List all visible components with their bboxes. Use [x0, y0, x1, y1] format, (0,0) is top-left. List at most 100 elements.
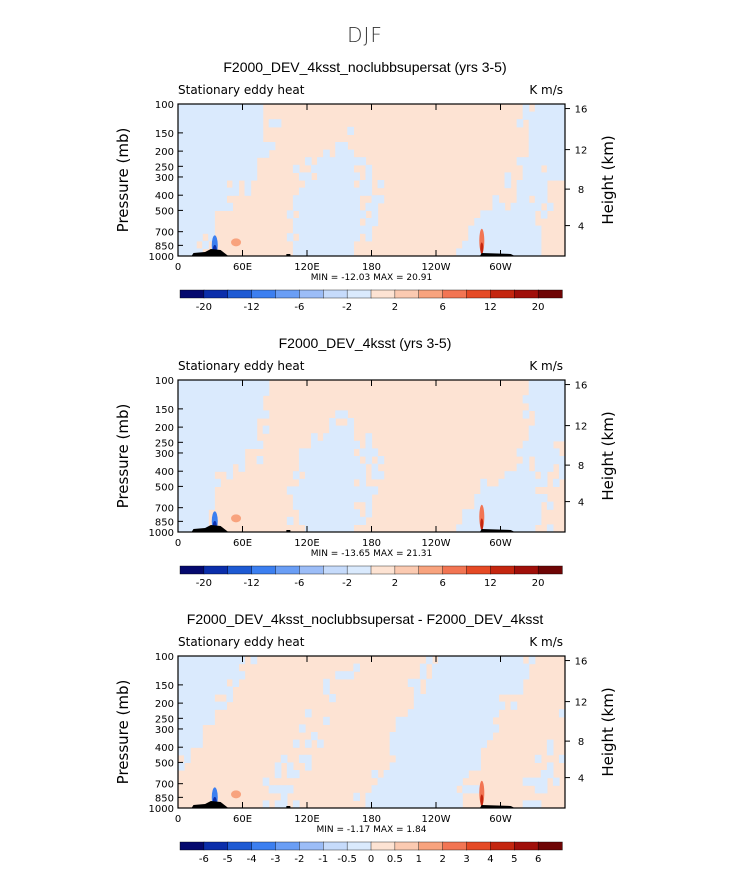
contour-cell — [202, 448, 209, 457]
contour-cell — [214, 387, 221, 396]
contour-cell — [552, 157, 560, 166]
contour-cell — [335, 149, 342, 158]
contour-cell — [534, 180, 542, 189]
contour-cell — [558, 134, 565, 143]
terrain-americas — [479, 253, 515, 256]
contour-cell — [220, 119, 227, 128]
contour-cell — [438, 671, 445, 680]
contour-cell — [498, 501, 506, 510]
contour-cell — [516, 478, 524, 487]
contour-cell — [456, 686, 463, 695]
contour-cell — [419, 762, 427, 771]
contour-cell — [528, 248, 536, 256]
contour-cell — [202, 686, 209, 695]
contour-cell — [462, 678, 469, 687]
contour-cell — [238, 418, 246, 427]
contour-cell — [196, 486, 203, 495]
contour-cell — [178, 709, 185, 718]
contour-cell — [298, 448, 306, 457]
contour-cell — [304, 509, 312, 518]
contour-cell — [444, 747, 451, 756]
contour-cell — [425, 770, 433, 779]
contour-cell — [389, 770, 397, 779]
contour-cell — [365, 164, 373, 173]
contour-cell — [335, 425, 342, 434]
contour-cell — [323, 716, 330, 725]
y2-tick-label: 12 — [575, 698, 588, 709]
contour-field — [178, 380, 565, 532]
contour-cell — [474, 785, 481, 794]
positive-anomaly — [231, 238, 242, 247]
contour-cell — [184, 149, 191, 158]
contour-cell — [190, 142, 197, 151]
contour-cell — [232, 402, 240, 411]
colorbar-swatch — [227, 841, 253, 851]
contour-cell — [492, 210, 500, 219]
contour-cell — [383, 777, 391, 786]
contour-cell — [480, 701, 487, 710]
contour-cell — [304, 463, 312, 472]
contour-cell — [286, 762, 294, 771]
contour-cell — [516, 524, 524, 532]
contour-cell — [534, 754, 542, 763]
contour-cell — [558, 395, 565, 404]
contour-cell — [196, 210, 203, 219]
contour-cell — [438, 663, 445, 672]
colorbar-swatch — [275, 565, 300, 575]
contour-cell — [292, 494, 300, 503]
contour-cell — [516, 202, 524, 211]
contour-cell — [202, 119, 209, 128]
contour-cell — [407, 777, 415, 786]
colorbar-swatch — [394, 565, 420, 575]
contour-cell — [528, 142, 536, 151]
contour-cell — [335, 172, 342, 181]
colorbar-tick-label: -12 — [243, 578, 259, 589]
contour-cell — [250, 656, 258, 665]
contour-cell — [540, 440, 548, 449]
colorbar-swatch — [346, 565, 372, 575]
contour-cell — [323, 202, 330, 211]
contour-cell — [208, 111, 215, 120]
contour-cell — [184, 724, 191, 733]
contour-cell — [528, 218, 536, 227]
contour-cell — [534, 777, 542, 786]
contour-cell — [311, 164, 318, 173]
contour-cell — [262, 425, 270, 434]
contour-cell — [341, 202, 348, 211]
contour-cell — [474, 747, 481, 756]
contour-cell — [516, 463, 524, 472]
contour-cell — [196, 410, 203, 419]
contour-cell — [425, 701, 433, 710]
contour-cell — [540, 395, 548, 404]
contour-cell — [238, 149, 246, 158]
contour-cell — [232, 149, 240, 158]
contour-cell — [220, 418, 227, 427]
contour-cell — [546, 418, 554, 427]
contour-cell — [377, 800, 385, 808]
contour-cell — [226, 111, 234, 120]
contour-cell — [226, 671, 234, 680]
contour-cell — [341, 524, 348, 532]
contour-cell — [292, 739, 300, 748]
contour-cell — [226, 425, 234, 434]
terrain-asia — [191, 249, 229, 256]
contour-cell — [480, 656, 487, 665]
contour-cell — [250, 126, 258, 135]
contour-cell — [329, 195, 336, 204]
contour-cell — [504, 671, 512, 680]
contour-cell — [492, 240, 500, 249]
contour-cell — [317, 233, 324, 242]
contour-cell — [190, 456, 197, 465]
contour-cell — [335, 463, 342, 472]
contour-cell — [244, 172, 252, 181]
contour-cell — [347, 202, 354, 211]
y-tick-label: 150 — [155, 405, 174, 416]
contour-cell — [196, 134, 203, 143]
contour-cell — [401, 762, 409, 771]
contour-cell — [226, 456, 234, 465]
contour-cell — [238, 656, 246, 665]
contour-cell — [178, 747, 185, 756]
contour-cell — [329, 694, 336, 703]
contour-cell — [444, 724, 451, 733]
contour-cell — [226, 134, 234, 143]
